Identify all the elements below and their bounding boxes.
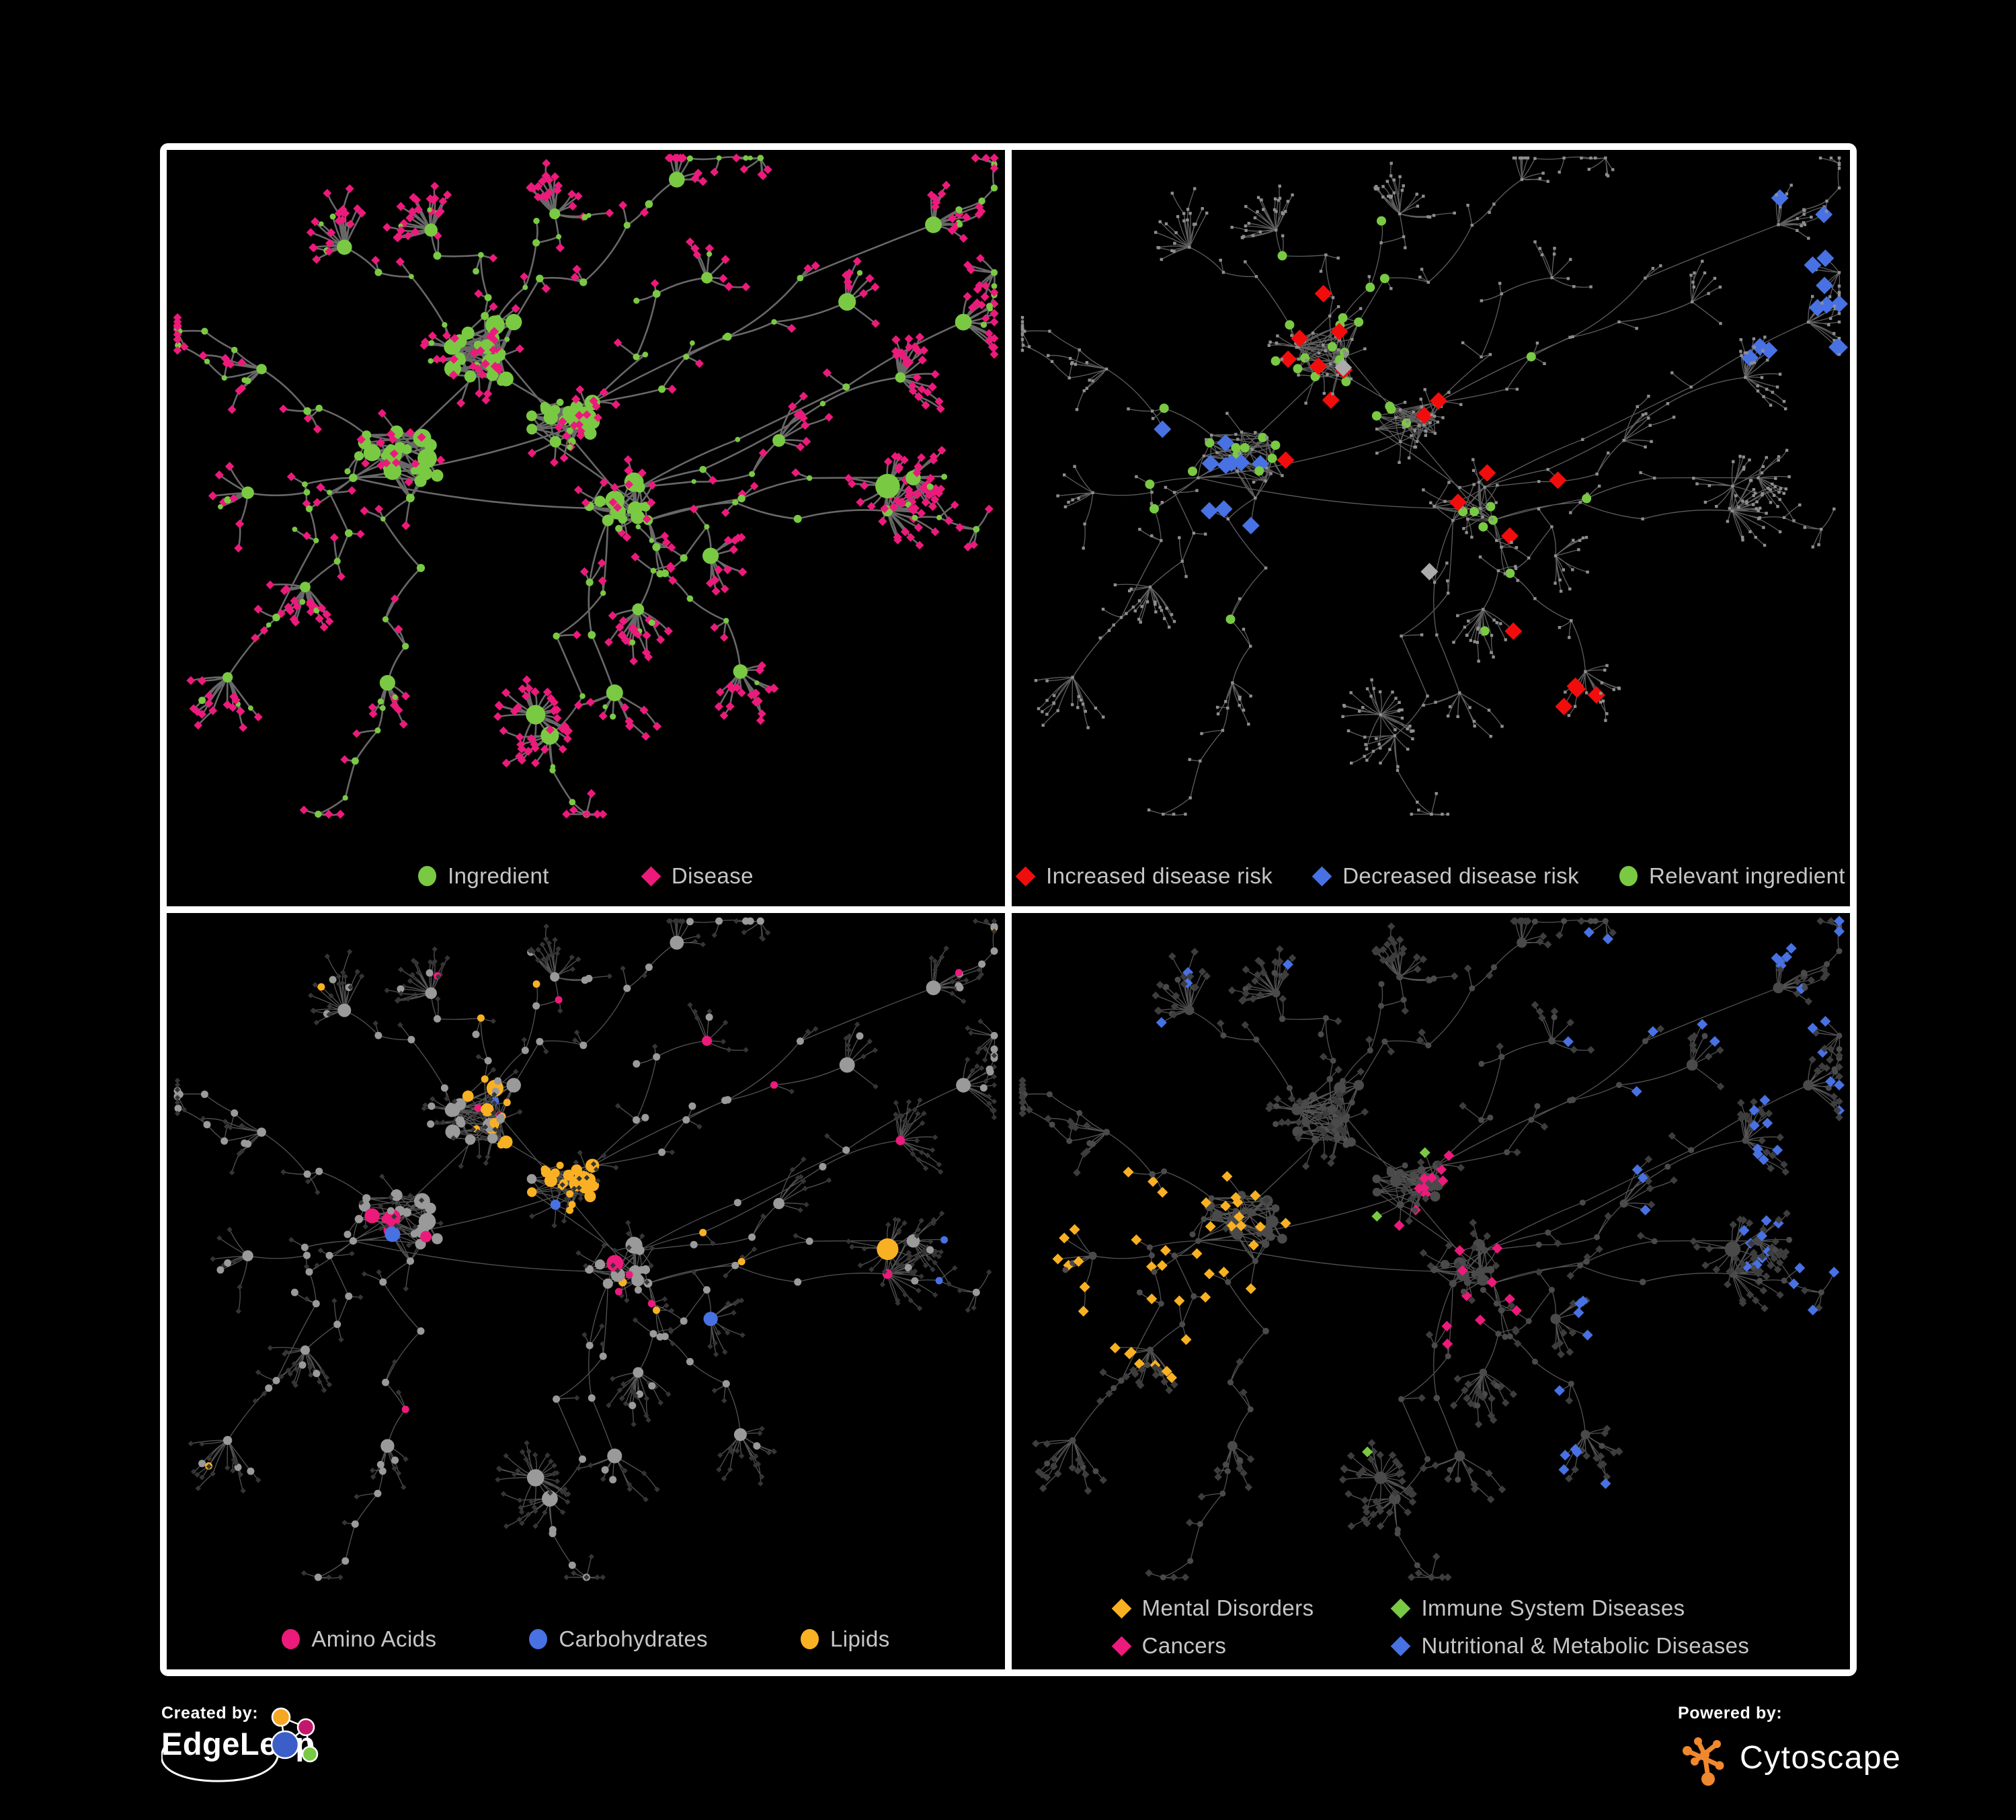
legend-item-nutritional-metabolic-diseases: Nutritional & Metabolic Diseases	[1391, 1633, 1750, 1659]
circle-marker	[418, 866, 437, 886]
legend-label: Decreased disease risk	[1342, 863, 1579, 888]
diamond-marker	[1111, 1598, 1132, 1618]
diamond-marker	[1111, 1636, 1132, 1656]
panel-nutrient-category: Amino Acids Carbohydrates Lipids	[167, 913, 1005, 1669]
legend-label: Nutritional & Metabolic Diseases	[1421, 1633, 1750, 1658]
legend-item-ingredient: Ingredient	[418, 863, 549, 889]
disease-category-graph	[1018, 916, 1845, 1581]
legend-item-cancers: Cancers	[1111, 1633, 1314, 1659]
disease-risk-graph	[1020, 156, 1848, 816]
legend-label: Increased disease risk	[1046, 863, 1273, 888]
created-by-label: Created by:	[161, 1704, 259, 1723]
legend-item-amino-acids: Amino Acids	[282, 1626, 436, 1652]
legend-nutrient-category: Amino Acids Carbohydrates Lipids	[167, 1626, 1005, 1652]
diamond-marker	[1312, 866, 1332, 886]
legend-item-lipids: Lipids	[801, 1626, 890, 1652]
cytoscape-branding: Powered by: Cytosc	[1678, 1704, 1947, 1818]
legend-item-relevant-ingredient: Relevant ingredient	[1619, 863, 1845, 889]
panel-disease-risk: Increased disease risk Decreased disease …	[1012, 150, 1850, 906]
legend-disease-risk: Increased disease risk Decreased disease …	[1012, 863, 1850, 889]
powered-by-label: Powered by:	[1678, 1704, 1783, 1723]
circle-marker	[529, 1629, 548, 1649]
cytoscape-logo	[1683, 1737, 1724, 1786]
circle-marker	[282, 1629, 300, 1649]
legend-label: Lipids	[830, 1626, 890, 1651]
cytoscape-logo-nodes	[1683, 1737, 1724, 1786]
edgeleap-branding: Created by: EdgeLeap	[161, 1704, 383, 1818]
legend-label: Amino Acids	[311, 1626, 437, 1651]
legend-label: Immune System Diseases	[1421, 1595, 1685, 1620]
legend-disease-category: Mental Disorders Immune System Diseases Ca…	[1012, 1595, 1850, 1659]
legend-label: Relevant ingredient	[1648, 863, 1845, 888]
circle-marker	[801, 1629, 819, 1649]
diamond-marker	[1015, 866, 1036, 886]
circle-marker	[1619, 866, 1638, 886]
legend-item-disease: Disease	[641, 863, 754, 889]
legend-label: Ingredient	[448, 863, 549, 888]
legend-ingredient-disease: Ingredient Disease	[167, 863, 1005, 889]
diamond-marker	[641, 866, 661, 886]
diamond-marker	[1391, 1598, 1411, 1618]
legend-label: Cancers	[1141, 1633, 1227, 1658]
legend-label: Mental Disorders	[1141, 1595, 1314, 1620]
legend-item-immune-system-diseases: Immune System Diseases	[1391, 1595, 1749, 1621]
ingredient-disease-graph	[173, 153, 999, 819]
cytoscape-wordmark: Cytoscape	[1740, 1739, 1902, 1776]
legend-item-increased-disease-risk: Increased disease risk	[1015, 863, 1273, 889]
legend-item-carbohydrates: Carbohydrates	[529, 1626, 708, 1652]
panel-ingredient-disease: Ingredient Disease	[167, 150, 1005, 906]
edgeleap-wordmark: EdgeLeap	[161, 1726, 315, 1762]
panel-grid: Ingredient Disease Increased disease risk…	[160, 143, 1857, 1676]
diamond-marker	[1391, 1636, 1411, 1656]
legend-item-mental-disorders: Mental Disorders	[1111, 1595, 1314, 1621]
panel-disease-category: Mental Disorders Immune System Diseases Ca…	[1012, 913, 1850, 1669]
nutrient-category-graph	[173, 917, 998, 1581]
legend-label: Carbohydrates	[559, 1626, 708, 1651]
legend-label: Disease	[671, 863, 754, 888]
legend-item-decreased-disease-risk: Decreased disease risk	[1312, 863, 1579, 889]
